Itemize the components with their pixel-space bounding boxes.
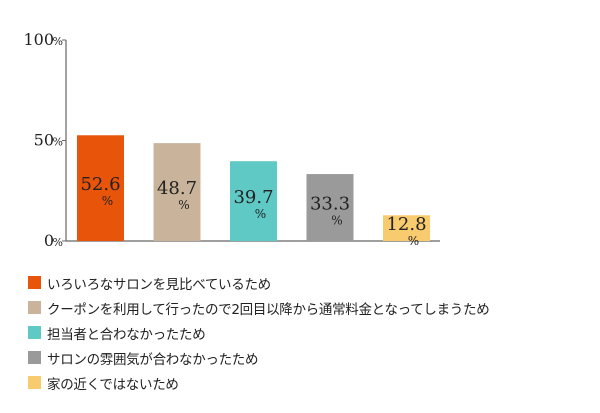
bar-chart: 100%50%0% 52.6%48.7% 39.7% 33.3% 12.8%: [23, 30, 440, 250]
bar: [383, 215, 430, 241]
legend-swatch: [28, 351, 41, 364]
y-tick-unit: %: [53, 35, 63, 48]
legend-swatch: [28, 376, 41, 389]
bar: [77, 135, 124, 241]
y-axis: 100%50%0%: [23, 30, 440, 250]
bar: [230, 161, 277, 241]
legend-item: 担当者と合わなかったため: [28, 320, 588, 345]
y-tick-label: 100: [23, 30, 54, 49]
legend-label: いろいろなサロンを見比べているため: [47, 276, 271, 293]
bar-value-label: 33.3: [310, 194, 350, 215]
bar-value-unit: %: [102, 194, 113, 208]
bar-value-label: 52.6: [80, 174, 120, 195]
bar-value-label: 12.8: [386, 214, 426, 235]
y-tick-unit: %: [53, 236, 63, 249]
bar-value-unit: %: [178, 198, 189, 212]
legend-swatch: [28, 276, 41, 289]
bar-value-unit: %: [331, 214, 342, 228]
legend-item: いろいろなサロンを見比べているため: [28, 270, 588, 295]
bar-value-unit: %: [408, 234, 419, 248]
legend-label: サロンの雰囲気が合わなかったため: [47, 351, 259, 368]
bar-value-label: 39.7: [233, 187, 273, 208]
bar-value-label: 48.7: [157, 178, 197, 199]
y-tick-unit: %: [53, 136, 63, 149]
legend: いろいろなサロンを見比べているためクーポンを利用して行ったので2回目以降から通常…: [28, 270, 588, 395]
legend-label: 家の近くではないため: [47, 376, 179, 393]
bar-value-unit: %: [255, 207, 266, 221]
value-labels: 52.6%48.7% 39.7% 33.3% 12.8%: [80, 174, 426, 248]
legend-label: 担当者と合わなかったため: [47, 326, 206, 343]
legend-label: クーポンを利用して行ったので2回目以降から通常料金となってしまうため: [47, 301, 490, 318]
y-tick-label: 50: [34, 131, 54, 150]
legend-item: クーポンを利用して行ったので2回目以降から通常料金となってしまうため: [28, 295, 588, 320]
legend-swatch: [28, 326, 41, 339]
bar: [153, 143, 201, 241]
y-tick-label: 0: [44, 231, 54, 250]
legend-item: 家の近くではないため: [28, 370, 588, 395]
bar: [306, 174, 354, 241]
legend-item: サロンの雰囲気が合わなかったため: [28, 345, 588, 370]
legend-swatch: [28, 301, 41, 314]
bars: [77, 135, 430, 241]
